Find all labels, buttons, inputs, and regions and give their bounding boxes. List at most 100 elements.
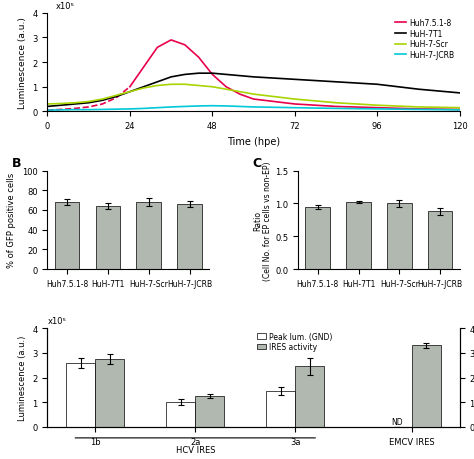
Bar (387, 204, 411, 269)
Huh7.5.1-8 (333, 105, 339, 110)
HuH-7T1 (251, 75, 256, 80)
HuH-7T1 (86, 101, 91, 106)
HuH-7T1 (374, 82, 380, 88)
Huh7.5.1-8 (196, 55, 201, 61)
HuH-7T1 (58, 103, 64, 109)
HuH-7-JCRB (72, 108, 78, 113)
Huh7.5.1-8 (237, 92, 243, 98)
HuH-7-JCRB (223, 104, 229, 109)
Huh7.5.1-8 (210, 73, 215, 78)
HuH-7T1 (100, 98, 105, 104)
HuH-7-JCRB (237, 105, 243, 110)
HuH-7T1 (141, 85, 146, 90)
HuH-7-Scr (72, 101, 78, 106)
HuH-7-JCRB (127, 107, 133, 112)
Bar (95, 359, 125, 427)
Bar (295, 367, 324, 427)
HuH-7-JCRB (416, 107, 421, 113)
HuH-7T1 (416, 87, 421, 93)
Bar (166, 402, 195, 427)
HuH-7T1 (45, 105, 50, 110)
HuH-7-Scr (374, 103, 380, 109)
HuH-7-Scr (251, 92, 256, 98)
HuH-7T1 (155, 80, 160, 85)
HuH-7-JCRB (292, 106, 298, 111)
HuH-7-JCRB (58, 108, 64, 113)
Line: HuH-7-JCRB: HuH-7-JCRB (47, 106, 460, 111)
HuH-7-JCRB (45, 108, 50, 114)
Bar (137, 202, 161, 269)
Huh7.5.1-8 (155, 45, 160, 51)
Huh7.5.1-8 (168, 38, 174, 44)
Bar (195, 396, 224, 427)
HuH-7-Scr (416, 105, 421, 111)
HuH-7-Scr (86, 100, 91, 105)
HuH-7-JCRB (168, 105, 174, 111)
Bar (305, 207, 330, 269)
HuH-7-Scr (168, 82, 174, 88)
HuH-7-Scr (223, 87, 229, 93)
Text: x10⁵: x10⁵ (47, 317, 66, 325)
HuH-7T1 (182, 73, 188, 78)
HuH-7-Scr (45, 102, 50, 107)
HuH-7-Scr (182, 82, 188, 88)
Huh7.5.1-8 (374, 106, 380, 111)
HuH-7-JCRB (141, 106, 146, 112)
Legend: Peak lum. (GND), IRES activity: Peak lum. (GND), IRES activity (255, 330, 334, 353)
HuH-7-Scr (196, 84, 201, 89)
HuH-7-JCRB (374, 107, 380, 112)
Text: ND: ND (392, 417, 403, 426)
HuH-7T1 (223, 73, 229, 78)
HuH-7-Scr (58, 101, 64, 107)
Huh7.5.1-8 (457, 107, 463, 113)
Text: C: C (253, 156, 262, 169)
HuH-7T1 (72, 102, 78, 107)
Text: B: B (12, 156, 21, 169)
Huh7.5.1-8 (182, 43, 188, 49)
HuH-7T1 (127, 90, 133, 95)
HuH-7T1 (168, 75, 174, 80)
HuH-7-Scr (457, 106, 463, 111)
Text: x10⁵: x10⁵ (55, 2, 74, 11)
HuH-7-JCRB (251, 105, 256, 111)
HuH-7T1 (457, 91, 463, 96)
HuH-7-JCRB (457, 108, 463, 113)
HuH-7-Scr (210, 85, 215, 90)
Y-axis label: Luminescence (a.u.): Luminescence (a.u.) (18, 17, 27, 109)
Bar (428, 212, 452, 269)
X-axis label: Time (hpe): Time (hpe) (227, 136, 280, 146)
Huh7.5.1-8 (141, 65, 146, 71)
HuH-7-JCRB (196, 104, 201, 109)
HuH-7-Scr (333, 101, 339, 106)
Bar (55, 202, 79, 269)
Line: HuH-7-Scr: HuH-7-Scr (47, 85, 460, 108)
Line: HuH-7T1: HuH-7T1 (47, 74, 460, 107)
HuH-7-JCRB (210, 104, 215, 109)
Huh7.5.1-8 (292, 102, 298, 107)
Bar (96, 207, 120, 269)
Bar (177, 205, 202, 269)
HuH-7-JCRB (86, 108, 91, 113)
HuH-7-JCRB (333, 106, 339, 112)
Bar (346, 202, 371, 269)
HuH-7-Scr (292, 97, 298, 103)
Huh7.5.1-8 (416, 107, 421, 112)
Bar (266, 391, 295, 427)
HuH-7T1 (196, 71, 201, 77)
Huh7.5.1-8 (251, 97, 256, 103)
HuH-7-Scr (113, 93, 119, 99)
HuH-7T1 (113, 95, 119, 100)
HuH-7T1 (333, 80, 339, 85)
HuH-7-JCRB (113, 107, 119, 112)
HuH-7-JCRB (100, 107, 105, 113)
Y-axis label: Ratio
(Cell No. for EP cells vs non-EP): Ratio (Cell No. for EP cells vs non-EP) (253, 161, 273, 280)
HuH-7-Scr (127, 90, 133, 95)
Huh7.5.1-8 (223, 85, 229, 90)
Bar (66, 363, 95, 427)
HuH-7T1 (237, 74, 243, 79)
Y-axis label: Luminescence (a.u.): Luminescence (a.u.) (18, 335, 27, 420)
Line: Huh7.5.1-8: Huh7.5.1-8 (130, 41, 460, 110)
HuH-7-Scr (100, 97, 105, 103)
HuH-7-JCRB (182, 105, 188, 110)
Huh7.5.1-8 (127, 85, 133, 90)
